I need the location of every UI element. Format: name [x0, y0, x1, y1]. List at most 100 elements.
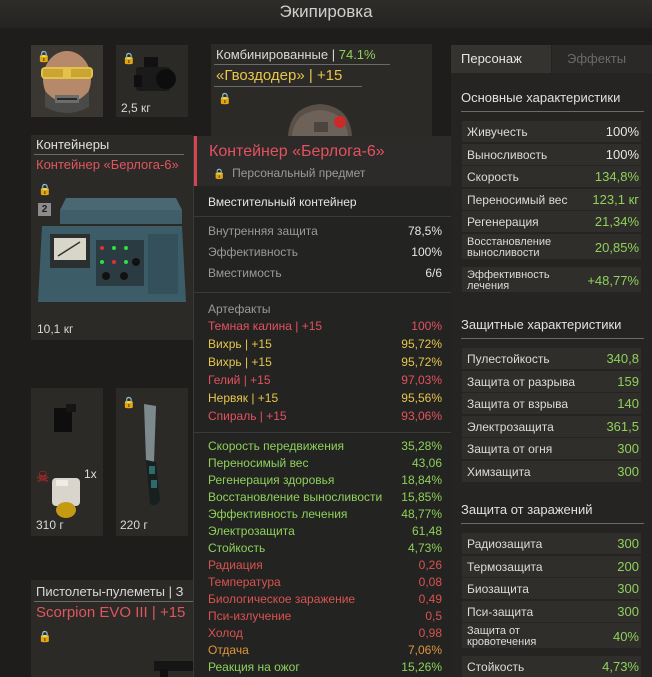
section-title: Защитные характеристики [461, 317, 622, 332]
stat-row: Термозащита 200 [462, 555, 641, 577]
stat-label: Скорость [467, 170, 519, 184]
stat-row: Пси-защита 300 [462, 600, 641, 622]
artifact-value: 93,06% [401, 409, 442, 423]
title-bar [0, 0, 652, 28]
container-heading: Контейнеры [36, 137, 110, 152]
stat-label: Стойкость [467, 660, 525, 674]
stat-value: 15,85% [401, 490, 442, 504]
container-weight: 10,1 кг [37, 322, 74, 336]
stat-value: 7,06% [407, 643, 442, 657]
artifact-value: 100% [411, 319, 442, 333]
stat-label: Пси-защита [467, 604, 534, 619]
artifact-value: 95,56% [401, 391, 442, 405]
stat-label: Радиация [208, 558, 263, 572]
gear-slot[interactable] [116, 45, 188, 117]
stat-value: 300 [617, 463, 639, 479]
stat-label: Биозащита [467, 582, 529, 596]
property-value: 78,5% [407, 224, 442, 238]
pistol-slot[interactable] [31, 580, 193, 677]
stat-value: 35,28% [401, 439, 442, 453]
lock-icon: 🔒 [38, 184, 52, 196]
stat-value: 61,48 [411, 524, 442, 538]
pistol-category: Пистолеты-пулеметы | З [36, 584, 184, 599]
night-vision-icon [134, 57, 176, 91]
lock-icon: 🔒 [218, 93, 232, 105]
lock-icon: 🔒 [122, 53, 136, 65]
tooltip-header: Контейнер «Берлога-6» 🔒 Персональный пре… [194, 136, 455, 186]
weapon-underline [214, 64, 390, 65]
stat-label: Живучесть [467, 125, 528, 139]
face-slot[interactable] [31, 45, 103, 117]
tab-character[interactable]: Персонаж [451, 45, 551, 73]
property-label: Внутренняя защита [208, 224, 318, 238]
property-label: Вместимость [208, 266, 282, 280]
stat-value: 0,49 [418, 592, 442, 606]
character-face-icon [31, 45, 103, 117]
stat-value: 140 [617, 396, 639, 411]
lock-icon: 🔒 [213, 169, 226, 180]
stat-value: 0,08 [418, 575, 442, 589]
stat-label: Выносливость [467, 147, 548, 162]
slot-count-badge: 2 [38, 203, 51, 216]
stat-row: Защита от огня 300 [462, 438, 641, 459]
stat-label: Пси-излучение [208, 609, 292, 623]
stat-row: Выносливость 100% [462, 143, 641, 165]
artifact-value: 97,03% [401, 373, 442, 387]
stat-label: Восстановление выносливости [208, 490, 383, 504]
stat-label: Восстановление выносливости [467, 235, 552, 259]
stat-row: Стойкость 4,73% [462, 656, 641, 677]
property-value: 100% [411, 245, 442, 259]
artifact-label: Вихрь | +15 [208, 337, 272, 351]
pistol-name: Scorpion EVO III | +15 [36, 604, 186, 621]
stat-value: 100% [605, 124, 639, 139]
stat-label: Регенерация здоровья [208, 473, 335, 487]
stat-value: 100% [605, 146, 639, 162]
stat-row: Регенерация 21,34% [462, 211, 641, 232]
artifact-value: 95,72% [401, 355, 442, 369]
stat-value: 43,06 [411, 456, 442, 470]
slot-left-weight: 310 г [36, 518, 64, 532]
property-label: Эффективность [208, 245, 299, 259]
lock-icon: 🔒 [37, 51, 51, 63]
stat-label: Радиозащита [467, 537, 543, 551]
weapon-percent: 74.1% [338, 47, 376, 62]
stat-row: Скорость 134,8% [462, 166, 641, 187]
property-value: 6/6 [425, 266, 442, 280]
pistol-icon [154, 661, 194, 677]
stat-row: Защита от взрыва 140 [462, 393, 641, 414]
stat-value: 340,8 [606, 351, 639, 366]
stat-value: 300 [617, 441, 639, 456]
stat-value: 48,77% [401, 507, 442, 521]
artifact-label: Гелий | +15 [208, 373, 271, 387]
section-underline [461, 523, 644, 524]
stat-value: 300 [617, 603, 639, 619]
stat-label: Пулестойкость [467, 352, 550, 366]
section-title: Основные характеристики [461, 90, 621, 105]
stat-label: Защита от разрыва [467, 374, 576, 389]
stat-value: 300 [617, 536, 639, 551]
knife-icon [144, 404, 160, 506]
stat-row: Живучесть 100% [462, 121, 641, 142]
tooltip-subtitle: 🔒 Персональный предмет [213, 166, 366, 180]
stat-label: Температура [208, 575, 281, 589]
tooltip-title: Контейнер «Берлога-6» [209, 143, 385, 160]
weapon-underline [214, 86, 362, 87]
stat-label: Электрозащита [467, 419, 554, 434]
stat-value: 361,5 [606, 418, 639, 434]
stat-value: 159 [617, 373, 639, 389]
stat-label: Электрозащита [208, 524, 295, 538]
skull-icon: ☠ [36, 469, 50, 486]
stat-value: 4,73% [407, 541, 442, 555]
weapon-icon [288, 104, 352, 136]
stat-value: +48,77% [587, 272, 639, 288]
gear-weight: 2,5 кг [121, 101, 151, 115]
stat-row: Химзащита 300 [462, 460, 641, 482]
artifact-label: Вихрь | +15 [208, 355, 272, 369]
tooltip-divider [194, 292, 455, 293]
stat-value: 123,1 кг [592, 191, 639, 207]
stat-row: Эффективность лечения +48,77% [462, 266, 641, 292]
slot-count: 1x [84, 467, 97, 481]
tab-effects[interactable]: Эффекты [552, 45, 652, 73]
tooltip-divider [194, 432, 455, 433]
section-underline [461, 111, 644, 112]
